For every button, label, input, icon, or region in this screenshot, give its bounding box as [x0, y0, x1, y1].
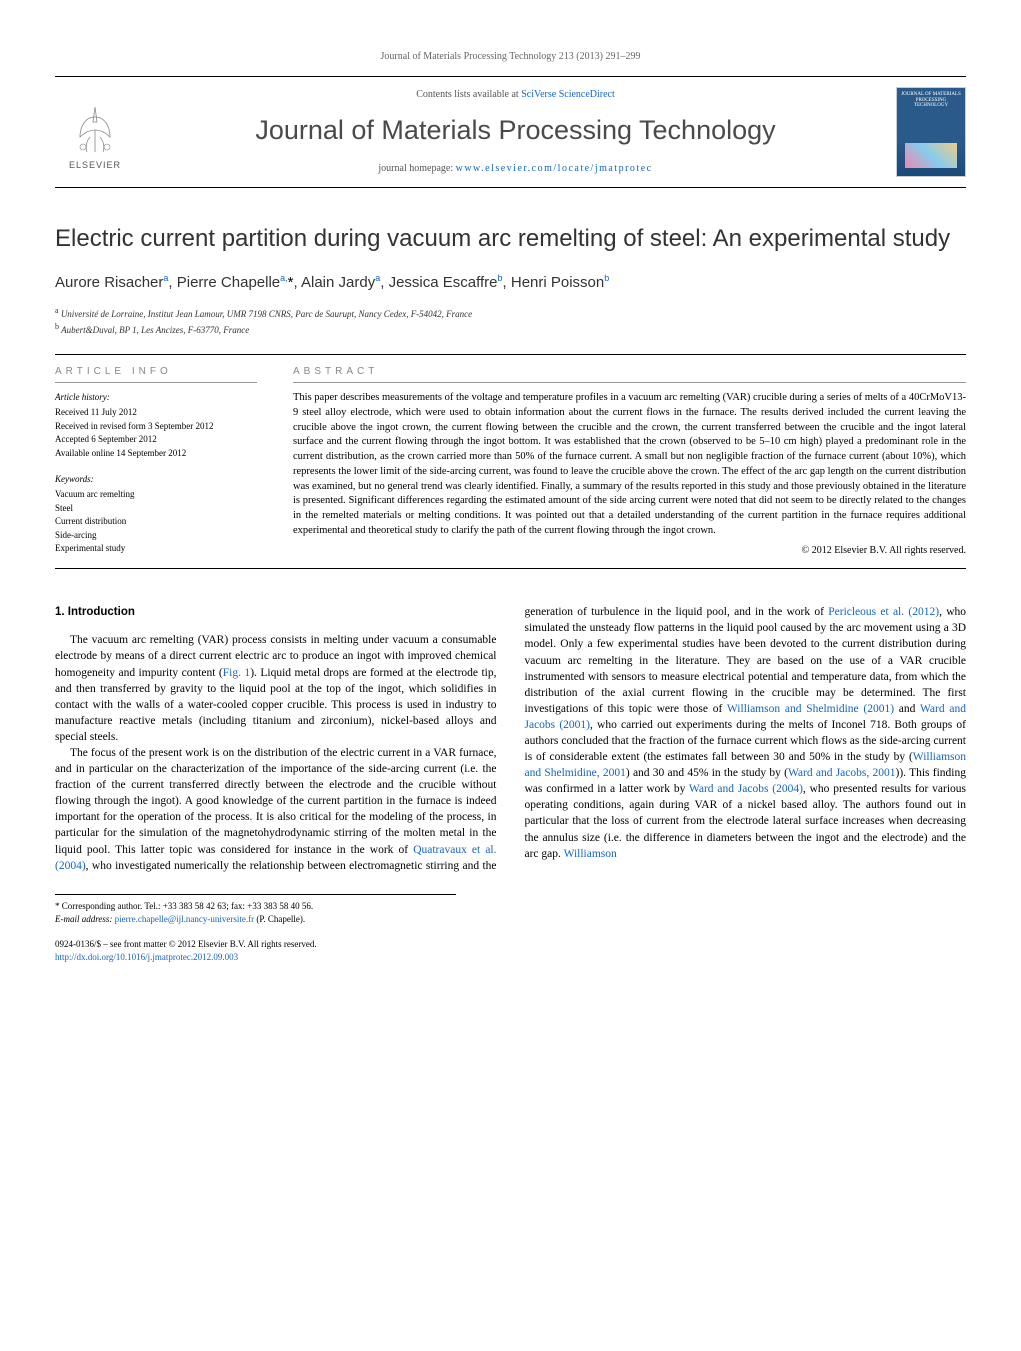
history-received: Received 11 July 2012 [55, 406, 257, 419]
running-header: Journal of Materials Processing Technolo… [55, 50, 966, 64]
footnotes-block: * Corresponding author. Tel.: +33 383 58… [55, 894, 456, 926]
publisher-label: ELSEVIER [69, 159, 121, 172]
affiliation-a: a Université de Lorraine, Institut Jean … [55, 305, 966, 321]
abstract-text: This paper describes measurements of the… [293, 391, 966, 538]
abstract-column: abstract This paper describes measuremen… [275, 355, 966, 568]
issn-line: 0924-0136/$ – see front matter © 2012 El… [55, 938, 317, 951]
email-line: E-mail address: pierre.chapelle@ijl.nanc… [55, 913, 456, 926]
affiliations: a Université de Lorraine, Institut Jean … [55, 305, 966, 336]
homepage-line: journal homepage: www.elsevier.com/locat… [147, 162, 884, 176]
journal-cover-thumbnail: JOURNAL OF MATERIALS PROCESSING TECHNOLO… [896, 87, 966, 177]
info-abstract-block: article info Article history: Received 1… [55, 354, 966, 568]
cover-title: JOURNAL OF MATERIALS PROCESSING TECHNOLO… [897, 88, 965, 113]
authors-line: Aurore Risachera, Pierre Chapellea,*, Al… [55, 272, 966, 293]
abstract-divider [55, 568, 966, 569]
citation-link[interactable]: Williamson and Shelmidine (2001) [727, 703, 894, 715]
keyword: Vacuum arc remelting [55, 488, 257, 501]
keyword: Current distribution [55, 515, 257, 528]
citation-link[interactable]: Ward and Jacobs (2004) [689, 783, 803, 795]
corresponding-author-note: * Corresponding author. Tel.: +33 383 58… [55, 900, 456, 913]
homepage-prefix: journal homepage: [378, 163, 455, 174]
citation-link[interactable]: Ward and Jacobs, 2001 [788, 767, 896, 779]
section-1-title: 1. Introduction [55, 604, 497, 620]
publisher-logo: ELSEVIER [55, 92, 135, 172]
footer-left: 0924-0136/$ – see front matter © 2012 El… [55, 938, 317, 963]
abstract-header: abstract [293, 365, 966, 383]
sciencedirect-link[interactable]: SciVerse ScienceDirect [521, 89, 615, 100]
contents-prefix: Contents lists available at [416, 89, 521, 100]
intro-paragraph-1: The vacuum arc remelting (VAR) process c… [55, 632, 497, 745]
history-online: Available online 14 September 2012 [55, 447, 257, 460]
history-revised: Received in revised form 3 September 201… [55, 420, 257, 433]
fig1-ref[interactable]: Fig. 1 [223, 667, 250, 679]
email-link[interactable]: pierre.chapelle@ijl.nancy-universite.fr [115, 914, 254, 924]
elsevier-tree-icon [65, 102, 125, 157]
contents-line: Contents lists available at SciVerse Sci… [147, 88, 884, 102]
history-accepted: Accepted 6 September 2012 [55, 433, 257, 446]
doi-prefix-link[interactable]: http://dx.doi.org/ [55, 952, 116, 962]
keyword: Side-arcing [55, 529, 257, 542]
page-footer: 0924-0136/$ – see front matter © 2012 El… [55, 938, 966, 963]
masthead-center: Contents lists available at SciVerse Sci… [147, 88, 884, 176]
homepage-link[interactable]: www.elsevier.com/locate/jmatprotec [456, 163, 653, 174]
history-label: Article history: [55, 391, 257, 404]
body-two-column: 1. Introduction The vacuum arc remelting… [55, 604, 966, 874]
article-info-header: article info [55, 365, 257, 383]
citation-link[interactable]: Williamson [564, 848, 617, 860]
keyword: Steel [55, 502, 257, 515]
keywords-label: Keywords: [55, 473, 257, 486]
doi-link[interactable]: 10.1016/j.jmatprotec.2012.09.003 [116, 952, 238, 962]
masthead-divider [55, 187, 966, 188]
email-label: E-mail address: [55, 914, 115, 924]
affiliation-b: b Aubert&Duval, BP 1, Les Ancizes, F-637… [55, 321, 966, 337]
article-title: Electric current partition during vacuum… [55, 223, 966, 254]
journal-name: Journal of Materials Processing Technolo… [147, 112, 884, 150]
article-info-column: article info Article history: Received 1… [55, 355, 275, 568]
cover-image-placeholder [905, 143, 957, 168]
masthead: ELSEVIER Contents lists available at Sci… [55, 77, 966, 187]
email-suffix: (P. Chapelle). [254, 914, 305, 924]
abstract-copyright: © 2012 Elsevier B.V. All rights reserved… [293, 544, 966, 558]
citation-link[interactable]: Pericleous et al. (2012) [828, 606, 939, 618]
doi-line: http://dx.doi.org/10.1016/j.jmatprotec.2… [55, 951, 317, 964]
keyword: Experimental study [55, 542, 257, 555]
page-container: Journal of Materials Processing Technolo… [0, 0, 1021, 1003]
